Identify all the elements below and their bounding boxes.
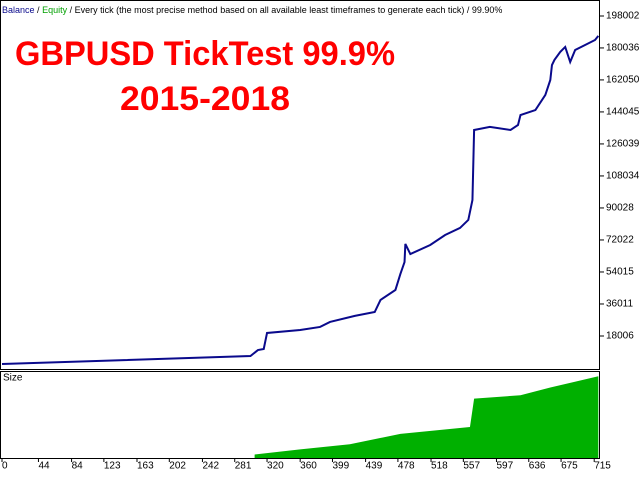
y-tick-label: 144045	[606, 107, 640, 118]
x-tick-label: 202	[169, 461, 186, 472]
x-tick-label: 0	[2, 461, 8, 472]
legend-separator: /	[467, 5, 470, 15]
size-area	[254, 376, 599, 458]
legend-equity: Equity	[42, 5, 68, 15]
x-tick-label: 44	[38, 461, 50, 472]
x-tick-label: 84	[72, 461, 84, 472]
y-tick-label: 90028	[606, 203, 634, 214]
legend-mode: Every tick (the most precise method base…	[75, 5, 465, 15]
size-label: Size	[3, 373, 23, 384]
x-tick-label: 399	[332, 461, 349, 472]
x-tick-label: 320	[267, 461, 284, 472]
annotation: 2015-2018	[120, 80, 290, 118]
x-tick-label: 518	[431, 461, 448, 472]
y-tick-label: 18006	[606, 331, 634, 342]
legend-quality: 99.90%	[472, 5, 503, 15]
y-tick-label: 36011	[606, 299, 634, 310]
x-tick-label: 123	[104, 461, 121, 472]
x-tick-label: 439	[366, 461, 383, 472]
y-tick-label: 198002	[606, 11, 640, 22]
y-tick-label: 72022	[606, 235, 634, 246]
y-tick-label: 162050	[606, 75, 640, 86]
legend-balance: Balance	[2, 5, 35, 15]
x-tick-label: 597	[496, 461, 513, 472]
y-tick-label: 54015	[606, 267, 634, 278]
x-tick-label: 478	[398, 461, 415, 472]
y-tick-label: 126039	[606, 139, 640, 150]
x-tick-label: 557	[463, 461, 480, 472]
x-tick-label: 360	[300, 461, 317, 472]
legend-separator: /	[70, 5, 73, 15]
plot-frame	[0, 0, 600, 370]
x-tick-label: 715	[594, 461, 611, 472]
legend: Balance / Equity / Every tick (the most …	[2, 5, 502, 15]
y-tick-label: 180036	[606, 43, 640, 54]
x-tick-label: 281	[235, 461, 252, 472]
annotation: GBPUSD TickTest 99.9%	[15, 35, 395, 73]
legend-separator: /	[37, 5, 40, 15]
balance-line	[1, 35, 600, 365]
x-tick-label: 242	[202, 461, 219, 472]
x-tick-label: 675	[561, 461, 578, 472]
y-tick-label: 108034	[606, 171, 640, 182]
x-tick-label: 636	[529, 461, 546, 472]
x-tick-label: 163	[137, 461, 154, 472]
